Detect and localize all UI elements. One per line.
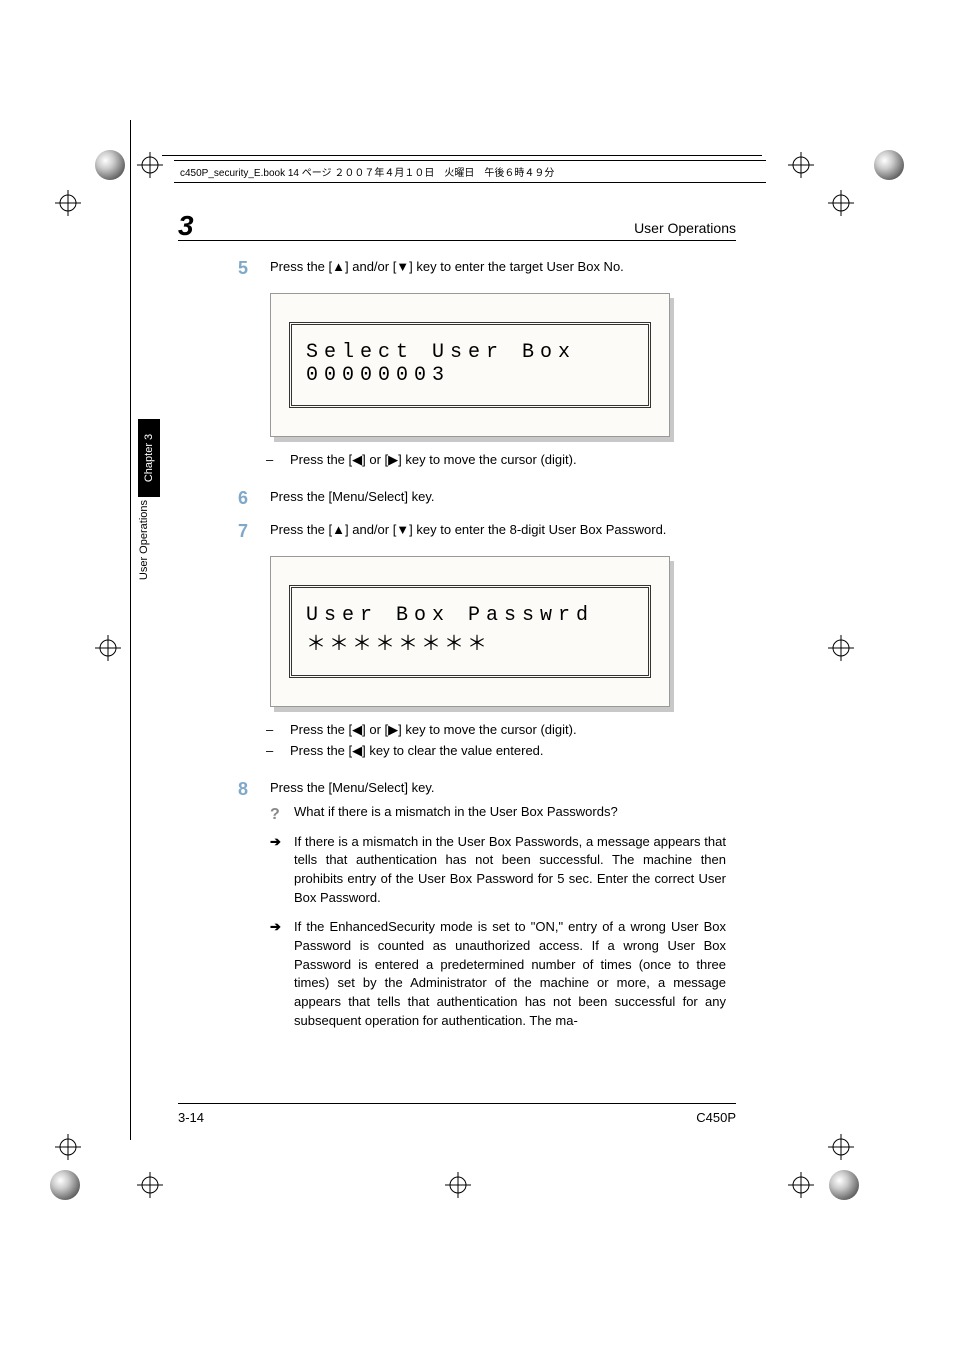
sub-text: Press the [◀] or [▶] key to move the cur…	[290, 721, 577, 740]
step-8: 8 Press the [Menu/Select] key. ? What if…	[238, 779, 726, 1031]
step-7: 7 Press the [▲] and/or [▼] key to enter …	[238, 521, 726, 542]
step-text: Press the [Menu/Select] key.	[270, 779, 726, 798]
arrow-icon: ➔	[270, 918, 294, 937]
registration-mark-icon	[95, 635, 121, 661]
dash-icon: –	[266, 721, 290, 740]
registration-mark-icon	[788, 152, 814, 178]
answer-text: If the EnhancedSecurity mode is set to "…	[294, 918, 726, 1031]
crop-ball-icon	[50, 1170, 80, 1200]
lcd-line: Select User Box	[306, 341, 634, 364]
crop-ball-icon	[95, 150, 125, 180]
model-number: C450P	[696, 1110, 736, 1125]
crop-line	[130, 120, 131, 1140]
lcd-line: User Box Passwrd	[306, 604, 634, 627]
step-text: Press the [▲] and/or [▼] key to enter th…	[270, 521, 726, 540]
arrow-icon: ➔	[270, 833, 294, 852]
lcd-display-1: Select User Box 00000003	[270, 293, 670, 437]
sub-text: Press the [◀] key to clear the value ent…	[290, 742, 544, 761]
step-text: Press the [▲] and/or [▼] key to enter th…	[270, 258, 726, 277]
question-icon: ?	[270, 803, 294, 826]
chapter-number: 3	[178, 210, 194, 242]
step-number: 5	[238, 258, 270, 279]
answer-text: If there is a mismatch in the User Box P…	[294, 833, 726, 908]
registration-mark-icon	[137, 152, 163, 178]
sub-text: Press the [◀] or [▶] key to move the cur…	[290, 451, 577, 470]
question-text: What if there is a mismatch in the User …	[294, 803, 726, 822]
header-rule	[178, 240, 736, 241]
page-content: 5 Press the [▲] and/or [▼] key to enter …	[238, 258, 726, 1043]
step-body: Press the [Menu/Select] key. ? What if t…	[270, 779, 726, 1031]
step-number: 8	[238, 779, 270, 800]
registration-mark-icon	[137, 1172, 163, 1198]
step-5: 5 Press the [▲] and/or [▼] key to enter …	[238, 258, 726, 279]
registration-mark-icon	[828, 190, 854, 216]
side-tab-chapter: Chapter 3	[138, 419, 160, 497]
registration-mark-icon	[788, 1172, 814, 1198]
registration-mark-icon	[828, 635, 854, 661]
registration-mark-icon	[445, 1172, 471, 1198]
header-title: User Operations	[634, 220, 736, 236]
lcd-display-2: User Box Passwrd ＊＊＊＊＊＊＊＊	[270, 556, 670, 707]
crop-ball-icon	[829, 1170, 859, 1200]
page-number: 3-14	[178, 1110, 204, 1125]
crop-ball-icon	[874, 150, 904, 180]
step-6: 6 Press the [Menu/Select] key.	[238, 488, 726, 509]
lcd-line: 00000003	[306, 364, 634, 387]
sub-list: –Press the [◀] or [▶] key to move the cu…	[266, 451, 726, 470]
page-source-header: c450P_security_E.book 14 ページ ２００７年４月１０日 …	[174, 160, 766, 183]
step-number: 6	[238, 488, 270, 509]
side-tab-title: User Operations	[138, 500, 160, 584]
crop-line	[162, 155, 762, 156]
registration-mark-icon	[828, 1134, 854, 1160]
step-text: Press the [Menu/Select] key.	[270, 488, 726, 507]
lcd-line: ＊＊＊＊＊＊＊＊	[306, 627, 634, 657]
step-number: 7	[238, 521, 270, 542]
dash-icon: –	[266, 742, 290, 761]
footer-rule	[178, 1103, 736, 1104]
registration-mark-icon	[55, 190, 81, 216]
sub-list: –Press the [◀] or [▶] key to move the cu…	[266, 721, 726, 761]
dash-icon: –	[266, 451, 290, 470]
registration-mark-icon	[55, 1134, 81, 1160]
